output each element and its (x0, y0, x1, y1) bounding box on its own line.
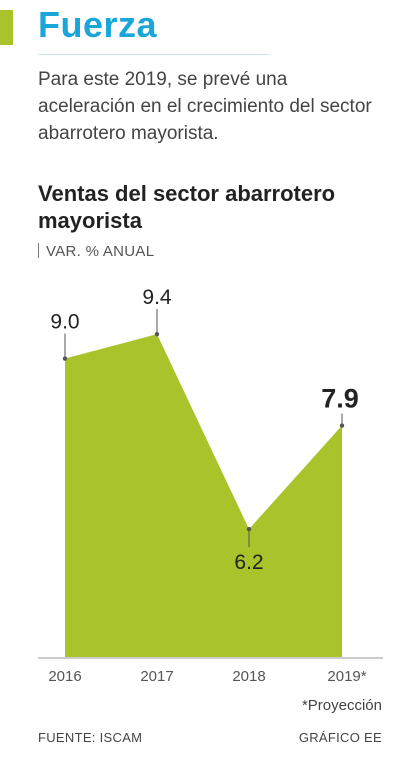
chart-subtitle-text: VAR. % ANUAL (46, 243, 155, 260)
category-label: 2016 (48, 668, 81, 685)
source-text: FUENTE: ISCAM (38, 730, 143, 745)
data-point (62, 356, 68, 361)
area-fill (65, 334, 342, 657)
category-label: 2017 (140, 668, 173, 685)
intro-text: Para este 2019, se prevé una aceleración… (38, 69, 372, 144)
category-label: 2018 (232, 668, 265, 685)
data-point (339, 423, 345, 428)
page-title: Fuerza (38, 4, 158, 45)
value-label: 6.2 (234, 551, 263, 574)
value-label: 9.0 (50, 311, 79, 334)
accent-bar (0, 10, 13, 45)
credit-text: GRÁFICO EE (298, 730, 382, 745)
chart-title: Ventas del sector abarrotero mayorista (38, 181, 336, 233)
projection-note: *Proyección (301, 697, 382, 714)
data-point (246, 526, 252, 532)
subtitle-tick (38, 243, 39, 258)
title-divider (38, 54, 270, 55)
value-label: 9.4 (142, 286, 172, 309)
category-label: 2019* (327, 668, 366, 685)
value-label: 7.9 (321, 384, 359, 414)
data-point (154, 331, 160, 337)
chart-subtitle: VAR. % ANUAL (38, 243, 154, 260)
